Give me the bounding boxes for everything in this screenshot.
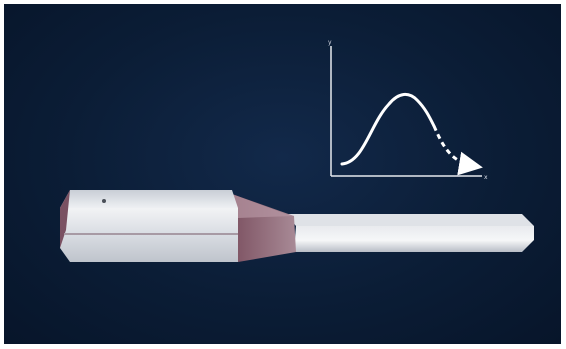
bell-curve-graph: y x <box>328 39 488 181</box>
illustration-canvas: y x <box>60 39 534 344</box>
drive-taper-highlight <box>232 194 294 218</box>
y-axis-letter: y <box>328 39 332 46</box>
curve-dashed-tail <box>432 125 483 176</box>
flash-drive-reflection <box>60 276 534 344</box>
curve-solid <box>340 93 436 166</box>
flash-drive <box>60 190 534 262</box>
illustration-scene: y x <box>4 4 561 344</box>
drive-connector-front <box>294 226 534 252</box>
drive-connector-top <box>286 214 534 226</box>
drive-led <box>102 199 106 203</box>
drive-body-edge <box>60 190 70 248</box>
x-axis-letter: x <box>484 174 488 181</box>
drive-body-top <box>60 190 238 208</box>
